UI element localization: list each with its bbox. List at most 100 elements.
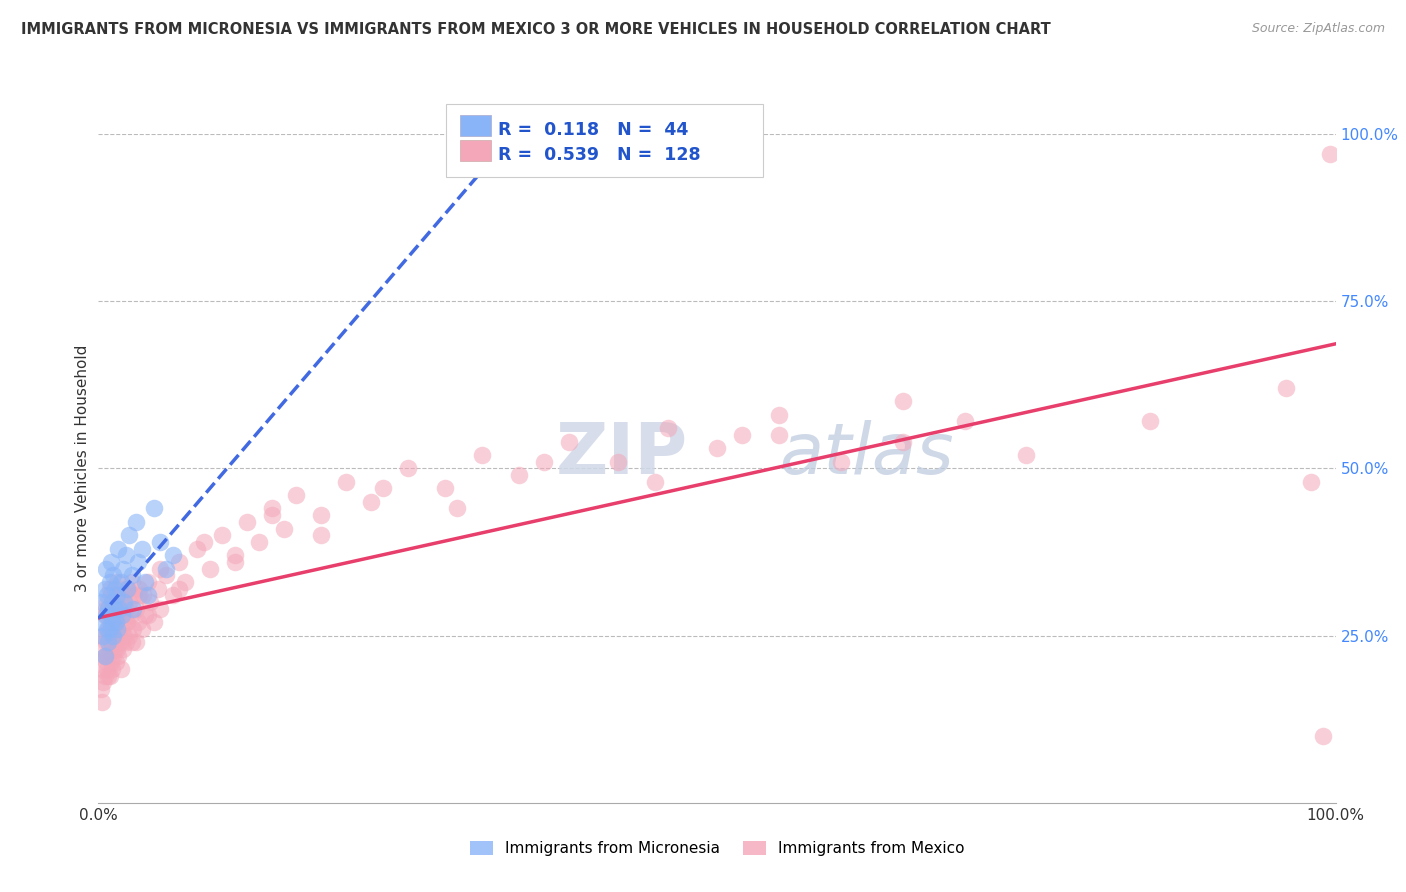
Point [98, 622, 121, 636]
Legend: Immigrants from Micronesia, Immigrants from Mexico: Immigrants from Micronesia, Immigrants f… [464, 835, 970, 862]
Point [100, 655, 122, 669]
Point [98, 582, 121, 596]
Point [396, 461, 419, 475]
Point [94, 562, 117, 576]
Point [128, 582, 150, 596]
Point [96, 622, 118, 636]
Point [891, 394, 914, 409]
Point [143, 501, 166, 516]
Point [94, 655, 117, 669]
Point [273, 521, 295, 535]
Point [111, 608, 134, 623]
Point [103, 568, 125, 582]
Point [1299, 475, 1322, 489]
Point [110, 602, 132, 616]
Point [103, 622, 125, 636]
Text: R =  0.118   N =  44: R = 0.118 N = 44 [498, 121, 688, 139]
Point [103, 608, 125, 623]
Point [607, 455, 630, 469]
Point [433, 482, 456, 496]
Point [193, 535, 215, 549]
Point [155, 562, 177, 576]
Y-axis label: 3 or more Vehicles in Household: 3 or more Vehicles in Household [75, 344, 90, 592]
Point [167, 555, 190, 569]
Text: IMMIGRANTS FROM MICRONESIA VS IMMIGRANTS FROM MEXICO 3 OR MORE VEHICLES IN HOUSE: IMMIGRANTS FROM MICRONESIA VS IMMIGRANTS… [21, 22, 1050, 37]
Point [285, 488, 308, 502]
Point [100, 608, 122, 623]
Point [90, 615, 112, 630]
Point [94, 648, 117, 663]
Text: Source: ZipAtlas.com: Source: ZipAtlas.com [1251, 22, 1385, 36]
Point [91, 662, 114, 676]
Point [162, 589, 184, 603]
Point [335, 475, 357, 489]
Point [91, 595, 114, 609]
Point [122, 622, 145, 636]
Point [110, 662, 132, 676]
Point [97, 669, 120, 683]
Text: atlas: atlas [779, 420, 953, 490]
Point [100, 555, 122, 569]
Point [108, 602, 131, 616]
Point [124, 589, 146, 603]
Point [93, 642, 115, 657]
Point [121, 575, 143, 590]
Point [136, 575, 159, 590]
Point [110, 575, 132, 590]
Point [93, 669, 115, 683]
Point [149, 602, 172, 616]
Point [103, 582, 125, 596]
Point [103, 642, 125, 657]
Text: R =  0.539   N =  128: R = 0.539 N = 128 [498, 146, 700, 164]
Point [111, 582, 134, 596]
Point [115, 615, 138, 630]
Point [103, 622, 125, 636]
Point [644, 475, 666, 489]
Point [309, 528, 332, 542]
Point [97, 622, 120, 636]
Point [167, 582, 190, 596]
Point [132, 589, 155, 603]
Point [110, 635, 132, 649]
Point [118, 595, 141, 609]
Point [98, 669, 121, 683]
Point [108, 628, 131, 642]
Point [91, 628, 114, 642]
Point [98, 608, 121, 623]
Point [93, 648, 115, 663]
Point [121, 568, 143, 582]
Point [97, 635, 120, 649]
Point [508, 468, 530, 483]
Point [112, 562, 135, 576]
Point [1275, 381, 1298, 395]
Point [105, 602, 128, 616]
Point [112, 628, 135, 642]
Point [101, 628, 124, 642]
Point [101, 602, 124, 616]
Point [103, 595, 125, 609]
Point [114, 602, 136, 616]
Point [127, 615, 149, 630]
Point [90, 681, 112, 696]
Point [211, 528, 233, 542]
Point [103, 628, 125, 642]
Point [105, 589, 128, 603]
Point [891, 434, 914, 449]
Point [120, 608, 142, 623]
Point [247, 535, 270, 549]
Point [93, 628, 115, 642]
Point [309, 508, 332, 523]
Point [105, 622, 128, 636]
Point [97, 602, 120, 616]
Point [107, 648, 129, 663]
Point [134, 608, 156, 623]
Point [143, 615, 166, 630]
Point [114, 548, 136, 563]
Point [471, 448, 494, 462]
Point [174, 575, 197, 590]
Point [104, 615, 127, 630]
Point [94, 635, 117, 649]
Point [117, 582, 139, 596]
Point [96, 662, 118, 676]
Point [93, 675, 115, 690]
